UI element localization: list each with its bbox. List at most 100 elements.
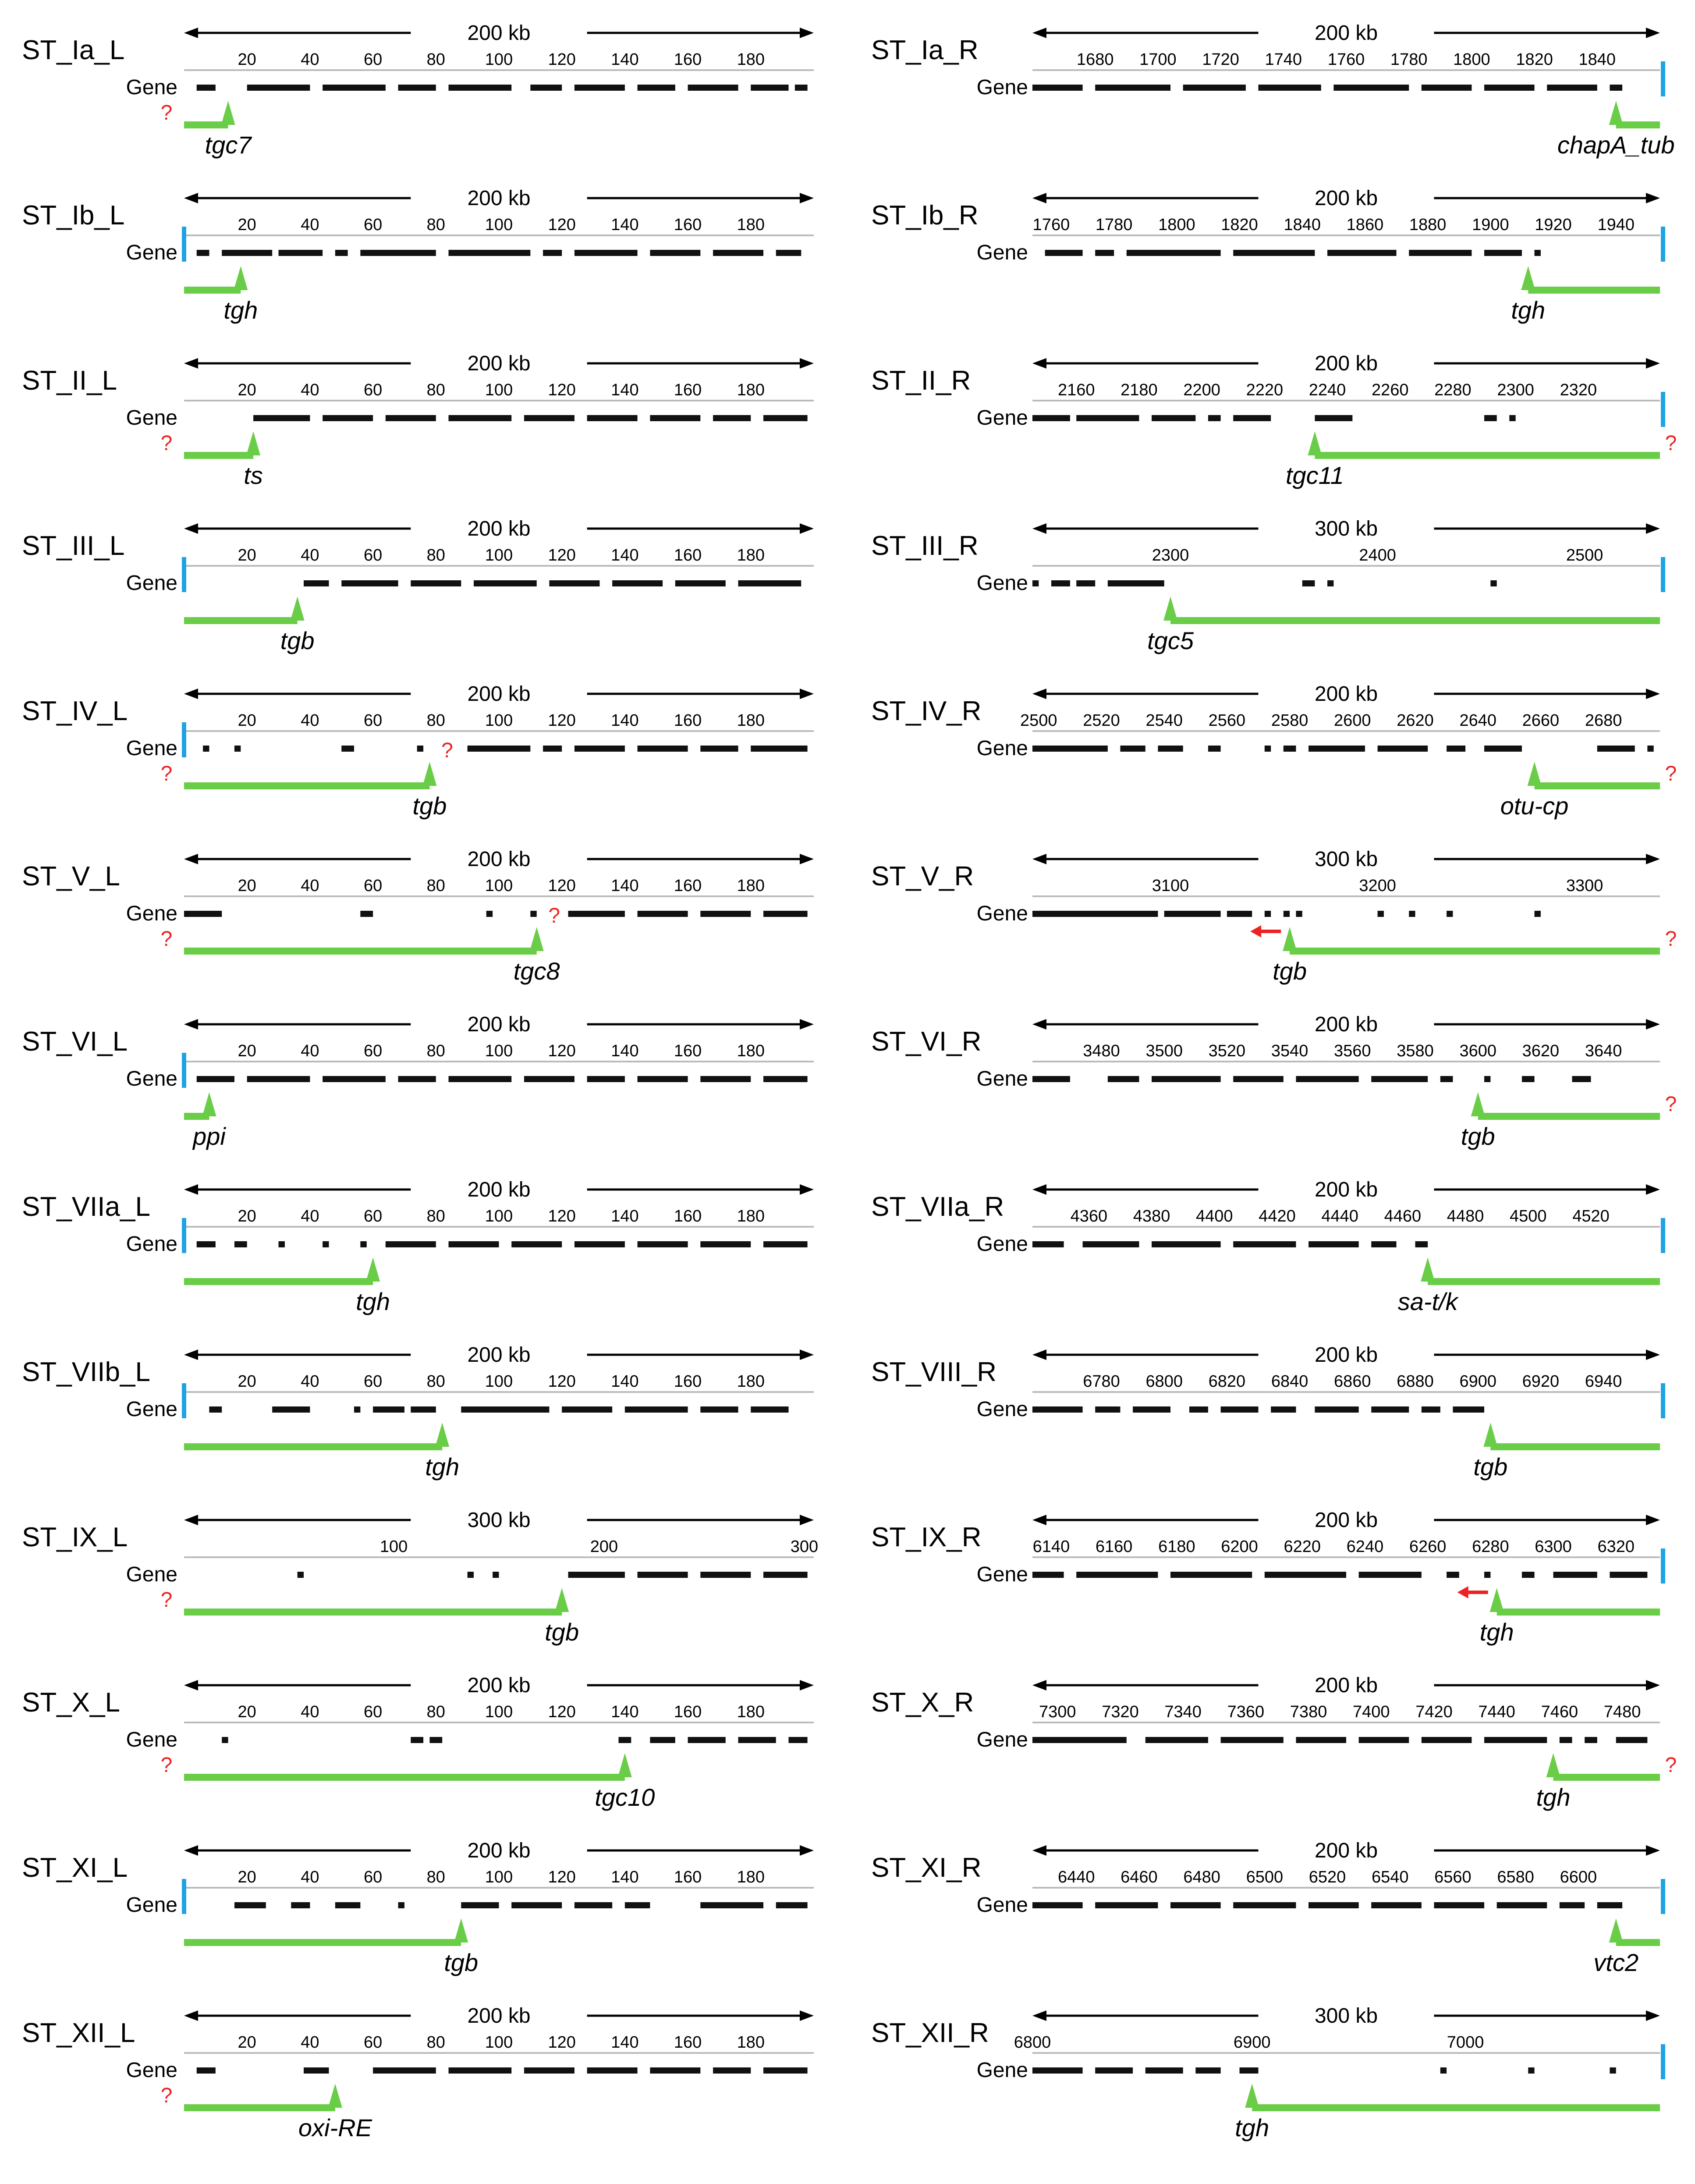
ruler-tick-label: 4380 xyxy=(1133,1207,1170,1225)
gene-feature xyxy=(1315,1406,1359,1413)
gene-feature xyxy=(341,580,398,586)
gene-feature xyxy=(1484,415,1497,421)
gene-feature xyxy=(1233,250,1315,256)
arrowhead-right-icon xyxy=(1646,854,1660,864)
subtelomere-region-bar xyxy=(184,1278,373,1285)
ruler-tick-label: 100 xyxy=(485,877,513,895)
gene-feature xyxy=(700,911,751,917)
gene-feature xyxy=(360,911,373,917)
ruler-tick-label: 160 xyxy=(674,546,702,565)
chromosome-end-marker xyxy=(1661,227,1665,262)
boundary-gene-label: tgc7 xyxy=(205,131,252,159)
gene-feature xyxy=(511,1902,562,1908)
gene-feature xyxy=(587,2067,638,2074)
ruler-tick-label: 120 xyxy=(548,877,575,895)
gene-feature xyxy=(700,746,738,752)
panel-st-x-r: ST_X_R 200 kb 7300 7320 7340 7360 7380 7400 7420… xyxy=(871,1674,1677,1811)
ruler-tick-label: 180 xyxy=(737,877,765,895)
ruler-tick-label: 160 xyxy=(674,1868,702,1886)
gene-feature xyxy=(448,2067,512,2074)
scale-label: 300 kb xyxy=(1315,2004,1378,2028)
chromosome-end-marker xyxy=(1661,1548,1665,1584)
ruler-tick-label: 3520 xyxy=(1209,1042,1246,1060)
gene-feature xyxy=(1296,1076,1359,1082)
gene-feature xyxy=(1095,2067,1133,2074)
arrowhead-right-icon xyxy=(800,28,814,38)
ruler-tick-label: 1700 xyxy=(1139,50,1177,69)
scale-label: 200 kb xyxy=(1315,1674,1378,1697)
ruler-tick-label: 80 xyxy=(427,216,445,234)
boundary-gene-marker-icon xyxy=(1283,927,1297,951)
gene-feature xyxy=(1308,746,1365,752)
gene-feature xyxy=(304,2067,329,2074)
gene-feature xyxy=(1434,1902,1485,1908)
gene-feature xyxy=(429,1737,443,1743)
gene-feature xyxy=(1227,911,1252,917)
gene-feature xyxy=(1032,1572,1064,1578)
ruler-tick-label: 6480 xyxy=(1183,1868,1220,1886)
gene-row-label: Gene xyxy=(126,241,177,264)
gene-feature xyxy=(1076,580,1096,586)
boundary-gene-label: tgh xyxy=(1511,296,1545,324)
ruler-tick-label: 100 xyxy=(485,381,513,399)
gene-feature xyxy=(1572,1076,1591,1082)
unknown-boundary-marker: ? xyxy=(441,739,453,762)
gene-feature xyxy=(398,85,436,91)
gene-feature xyxy=(650,415,701,421)
gene-feature xyxy=(196,1076,234,1082)
gene-feature xyxy=(1158,746,1183,752)
ruler-tick-label: 140 xyxy=(611,546,638,565)
unknown-boundary-marker: ? xyxy=(548,904,560,927)
subtelomere-region-bar xyxy=(184,452,254,459)
gene-feature xyxy=(291,1902,310,1908)
arrowhead-right-icon xyxy=(800,2010,814,2021)
panel-title: ST_IX_R xyxy=(871,1522,982,1552)
gene-feature xyxy=(1195,2067,1221,2074)
gene-row-label: Gene xyxy=(977,1893,1028,1917)
gene-feature xyxy=(385,1241,436,1247)
subtelomere-region-bar xyxy=(184,1774,625,1781)
gene-feature xyxy=(1409,250,1472,256)
gene-feature xyxy=(1032,1737,1127,1743)
gene-row-label: Gene xyxy=(126,1398,177,1421)
gene-feature xyxy=(323,85,386,91)
ruler-tick-label: 7360 xyxy=(1227,1703,1265,1721)
panel-st-ii-r: ST_II_R 200 kb 2160 2180 2200 2220 2240 2260 228… xyxy=(871,352,1677,489)
scale-label: 200 kb xyxy=(467,2004,530,2028)
gene-feature xyxy=(637,746,688,752)
gene-row-label: Gene xyxy=(126,1893,177,1917)
gene-row-label: Gene xyxy=(977,737,1028,760)
gene-row-label: Gene xyxy=(126,406,177,430)
chromosome-end-marker xyxy=(1661,557,1665,592)
gene-feature xyxy=(568,911,625,917)
gene-feature xyxy=(788,1737,808,1743)
ruler-tick-label: 20 xyxy=(238,1372,256,1391)
gene-feature xyxy=(1076,1572,1158,1578)
arrowhead-left-icon xyxy=(1032,1019,1046,1030)
ruler-tick-label: 6880 xyxy=(1397,1372,1434,1391)
gene-feature xyxy=(763,1241,808,1247)
arrowhead-left-icon xyxy=(1032,1680,1046,1690)
gene-feature xyxy=(1264,911,1271,917)
ruler-tick-label: 80 xyxy=(427,546,445,565)
ruler-tick-label: 40 xyxy=(301,1703,319,1721)
gene-feature xyxy=(700,1406,738,1413)
scale-label: 200 kb xyxy=(467,187,530,210)
arrowhead-left-icon xyxy=(1032,28,1046,38)
gene-feature xyxy=(637,1572,688,1578)
gene-feature xyxy=(1233,415,1271,421)
ruler-tick-label: 2220 xyxy=(1246,381,1284,399)
gene-feature xyxy=(1559,1737,1572,1743)
gene-feature xyxy=(1559,1902,1585,1908)
boundary-gene-label: ts xyxy=(244,462,263,489)
ruler-tick-label: 1880 xyxy=(1409,216,1447,234)
subtelomere-region-bar xyxy=(184,948,537,955)
arrowhead-left-icon xyxy=(184,854,198,864)
gene-feature xyxy=(637,911,688,917)
arrowhead-left-icon xyxy=(184,1680,198,1690)
gene-feature xyxy=(272,1406,310,1413)
gene-feature xyxy=(385,415,436,421)
ruler-tick-label: 6280 xyxy=(1472,1538,1509,1556)
gene-feature xyxy=(637,1241,688,1247)
gene-feature xyxy=(1164,911,1221,917)
